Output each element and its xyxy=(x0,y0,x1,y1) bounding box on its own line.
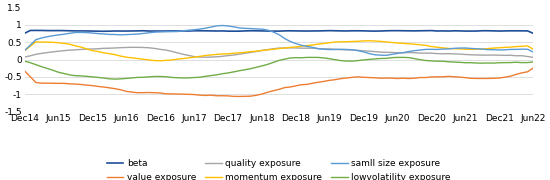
beta xyxy=(21,32,28,34)
lowvolatility exposure xyxy=(394,56,401,59)
lowvolatility exposure xyxy=(21,60,28,62)
quality exposure xyxy=(146,47,152,49)
momentum exposure xyxy=(530,48,536,50)
lowvolatility exposure xyxy=(462,62,469,64)
value exposure xyxy=(530,67,536,69)
value exposure xyxy=(456,76,463,78)
quality exposure xyxy=(456,53,463,55)
quality exposure xyxy=(524,55,531,58)
quality exposure xyxy=(519,55,525,57)
value exposure xyxy=(524,71,531,73)
samll size exposure xyxy=(151,31,158,33)
lowvolatility exposure xyxy=(157,75,163,78)
beta xyxy=(519,30,525,32)
Line: momentum exposure: momentum exposure xyxy=(25,41,533,61)
momentum exposure xyxy=(524,45,531,47)
value exposure xyxy=(151,92,158,94)
samll size exposure xyxy=(462,47,469,49)
quality exposure xyxy=(530,56,536,58)
momentum exposure xyxy=(321,42,327,44)
momentum exposure xyxy=(21,50,28,52)
beta xyxy=(530,32,536,34)
momentum exposure xyxy=(140,58,146,60)
Line: samll size exposure: samll size exposure xyxy=(25,26,533,55)
Line: beta: beta xyxy=(25,30,533,33)
Line: lowvolatility exposure: lowvolatility exposure xyxy=(25,57,533,79)
momentum exposure xyxy=(84,48,90,50)
beta xyxy=(146,30,152,32)
lowvolatility exposure xyxy=(112,78,118,80)
samll size exposure xyxy=(383,54,389,56)
lowvolatility exposure xyxy=(321,57,327,59)
samll size exposure xyxy=(140,32,146,35)
beta xyxy=(456,30,463,32)
samll size exposure xyxy=(21,50,28,52)
momentum exposure xyxy=(462,48,469,50)
quality exposure xyxy=(157,48,163,50)
lowvolatility exposure xyxy=(84,75,90,77)
quality exposure xyxy=(84,48,90,50)
momentum exposure xyxy=(366,40,372,42)
value exposure xyxy=(84,84,90,86)
Line: value exposure: value exposure xyxy=(25,68,533,96)
beta xyxy=(524,30,531,32)
Line: quality exposure: quality exposure xyxy=(25,47,533,57)
lowvolatility exposure xyxy=(530,61,536,63)
samll size exposure xyxy=(219,24,225,27)
value exposure xyxy=(140,92,146,94)
quality exposure xyxy=(21,56,28,58)
samll size exposure xyxy=(321,48,327,50)
Legend: beta, value exposure, quality exposure, momentum exposure, samll size exposure, : beta, value exposure, quality exposure, … xyxy=(103,156,454,180)
lowvolatility exposure xyxy=(146,76,152,78)
momentum exposure xyxy=(151,60,158,62)
value exposure xyxy=(236,95,243,98)
beta xyxy=(157,30,163,32)
beta xyxy=(32,29,39,31)
value exposure xyxy=(519,72,525,74)
beta xyxy=(89,30,96,32)
samll size exposure xyxy=(530,51,536,53)
lowvolatility exposure xyxy=(524,62,531,64)
quality exposure xyxy=(129,46,135,48)
samll size exposure xyxy=(524,48,531,50)
momentum exposure xyxy=(157,60,163,62)
value exposure xyxy=(21,70,28,72)
samll size exposure xyxy=(84,31,90,34)
